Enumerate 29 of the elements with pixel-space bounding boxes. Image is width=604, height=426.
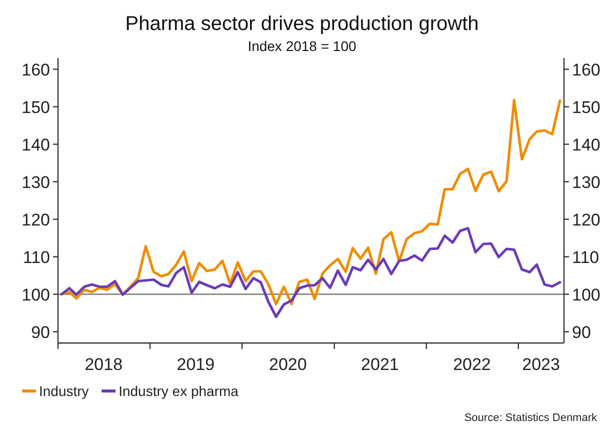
- chart-title: Pharma sector drives production growth: [125, 13, 479, 35]
- y-tick-label: 90: [31, 322, 50, 342]
- y-tick-label: 150: [22, 98, 50, 117]
- y2-tick-label: 160: [572, 60, 600, 80]
- y2-tick-label: 100: [572, 285, 600, 304]
- y-tick-label: 110: [22, 248, 50, 267]
- y-tick-label: 100: [22, 285, 50, 304]
- y2-tick-label: 150: [572, 98, 600, 117]
- y2-tick-label: 140: [572, 135, 600, 154]
- x-tick-label: 2023: [522, 355, 560, 374]
- x-tick-label: 2021: [361, 355, 399, 374]
- x-tick-label: 2019: [176, 355, 215, 374]
- legend-label: Industry ex pharma: [118, 383, 239, 399]
- y2-tick-label: 90: [572, 322, 591, 342]
- y-tick-label: 130: [22, 172, 50, 192]
- y2-tick-label: 130: [572, 172, 600, 192]
- y-tick-label: 120: [22, 210, 50, 230]
- line-series: [60, 226, 562, 318]
- x-tick-label: 2020: [269, 355, 307, 374]
- chart-subtitle: Index 2018 = 100: [248, 38, 357, 54]
- source-note: Source: Statistics Denmark: [464, 412, 598, 424]
- y-tick-label: 160: [22, 60, 50, 80]
- y-tick-label: 140: [22, 135, 50, 154]
- line-series: [60, 98, 562, 306]
- x-tick-label: 2022: [453, 355, 491, 374]
- y2-tick-label: 120: [572, 210, 600, 230]
- x-tick-label: 2018: [84, 355, 123, 374]
- legend-label: Industry: [39, 383, 89, 399]
- y2-tick-label: 110: [572, 248, 600, 267]
